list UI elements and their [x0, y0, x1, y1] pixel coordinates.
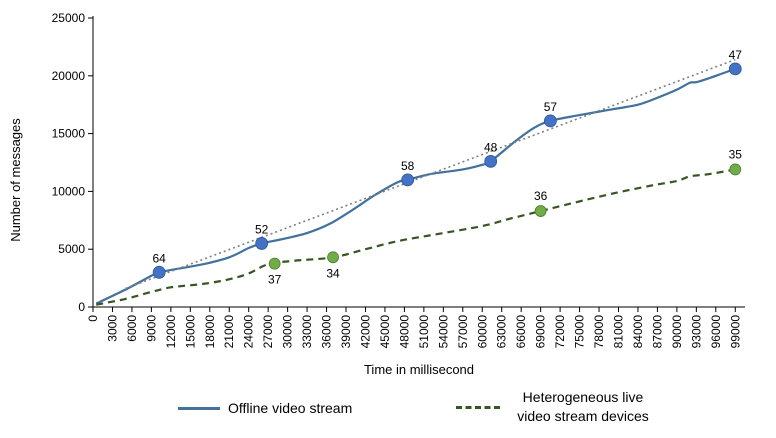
- x-tick-label: 75000: [573, 315, 587, 349]
- y-tick-label: 15000: [52, 127, 86, 141]
- data-label-heterogeneous: 34: [326, 266, 340, 280]
- y-tick-label: 0: [78, 300, 85, 314]
- data-point-heterogeneous: [534, 205, 547, 217]
- x-tick-label: 99000: [728, 315, 742, 349]
- x-tick-label: 12000: [164, 315, 178, 349]
- data-label-offline: 64: [152, 251, 166, 265]
- data-label-offline: 58: [401, 159, 415, 173]
- series-line-heterogeneous: [96, 168, 736, 306]
- x-tick-label: 78000: [592, 315, 606, 349]
- data-point-offline: [255, 237, 269, 250]
- legend-swatch-heterogeneous: [456, 405, 500, 409]
- data-point-heterogeneous: [327, 251, 339, 264]
- data-point-offline: [152, 265, 166, 279]
- x-tick-label: 9000: [144, 315, 158, 342]
- x-tick-label: 90000: [670, 315, 684, 349]
- data-point-offline: [401, 173, 415, 187]
- data-point-offline: [728, 62, 742, 76]
- x-tick-label: 21000: [222, 315, 236, 349]
- legend: Offline video stream Heterogeneous live …: [0, 388, 776, 438]
- legend-label-heterogeneous-line1: Heterogeneous live: [522, 389, 644, 405]
- y-tick-label: 5000: [58, 242, 85, 256]
- x-tick-label: 24000: [242, 315, 256, 349]
- data-label-heterogeneous: 35: [729, 147, 743, 161]
- x-tick-label: 60000: [475, 315, 489, 349]
- x-tick-label: 84000: [631, 315, 645, 349]
- x-tick-label: 87000: [650, 315, 664, 349]
- x-tick-label: 69000: [534, 315, 548, 349]
- x-tick-label: 6000: [125, 315, 139, 342]
- data-point-offline: [543, 114, 557, 128]
- series-line-trendline: [125, 58, 736, 290]
- x-tick-label: 57000: [456, 315, 470, 349]
- data-point-offline: [484, 154, 498, 168]
- data-label-heterogeneous: 37: [268, 273, 282, 287]
- chart-canvas: 0 5000 10000 15000 20000 25000 0 3000 6000 9000 12…: [8, 11, 745, 377]
- data-point-heterogeneous: [729, 163, 742, 176]
- legend-label-heterogeneous-line2: video stream devices: [517, 408, 649, 424]
- data-point-heterogeneous: [268, 257, 281, 270]
- legend-item-offline: Offline video stream: [178, 400, 352, 416]
- y-axis-title: Number of messages: [8, 118, 23, 242]
- x-tick-label: 51000: [417, 315, 431, 349]
- data-label-heterogeneous: 36: [534, 189, 548, 203]
- x-tick-label: 72000: [553, 315, 567, 349]
- x-tick-label: 33000: [300, 315, 314, 349]
- legend-label-heterogeneous: Heterogeneous live video stream devices: [508, 388, 658, 426]
- data-label-offline: 52: [255, 222, 269, 236]
- legend-label-offline: Offline video stream: [228, 400, 353, 416]
- y-tick-label: 20000: [52, 69, 86, 83]
- x-tick-label: 63000: [495, 315, 509, 349]
- x-tick-label: 36000: [320, 315, 334, 349]
- x-tick-label: 27000: [261, 315, 275, 349]
- data-label-offline: 57: [544, 100, 558, 114]
- x-tick-label: 81000: [611, 315, 625, 349]
- legend-swatch-offline: [178, 406, 220, 410]
- legend-item-heterogeneous: Heterogeneous live video stream devices: [456, 388, 658, 426]
- x-tick-label: 0: [86, 315, 100, 322]
- y-tick-label: 10000: [52, 184, 86, 198]
- data-label-offline: 48: [484, 140, 498, 154]
- x-tick-label: 39000: [339, 315, 353, 349]
- x-tick-label: 42000: [358, 315, 372, 349]
- y-tick-label: 25000: [52, 11, 86, 25]
- x-tick-label: 66000: [514, 315, 528, 349]
- data-label-offline: 47: [729, 48, 743, 62]
- x-tick-label: 93000: [689, 315, 703, 349]
- x-tick-label: 3000: [105, 315, 119, 342]
- x-tick-label: 96000: [709, 315, 723, 349]
- x-tick-label: 54000: [436, 315, 450, 349]
- x-tick-label: 48000: [397, 315, 411, 349]
- series-line-offline: [95, 67, 736, 305]
- x-tick-label: 30000: [281, 315, 295, 349]
- x-tick-label: 15000: [183, 315, 197, 349]
- x-tick-label: 18000: [203, 315, 217, 349]
- x-tick-label: 45000: [378, 315, 392, 349]
- x-axis-title: Time in millisecond: [364, 362, 474, 377]
